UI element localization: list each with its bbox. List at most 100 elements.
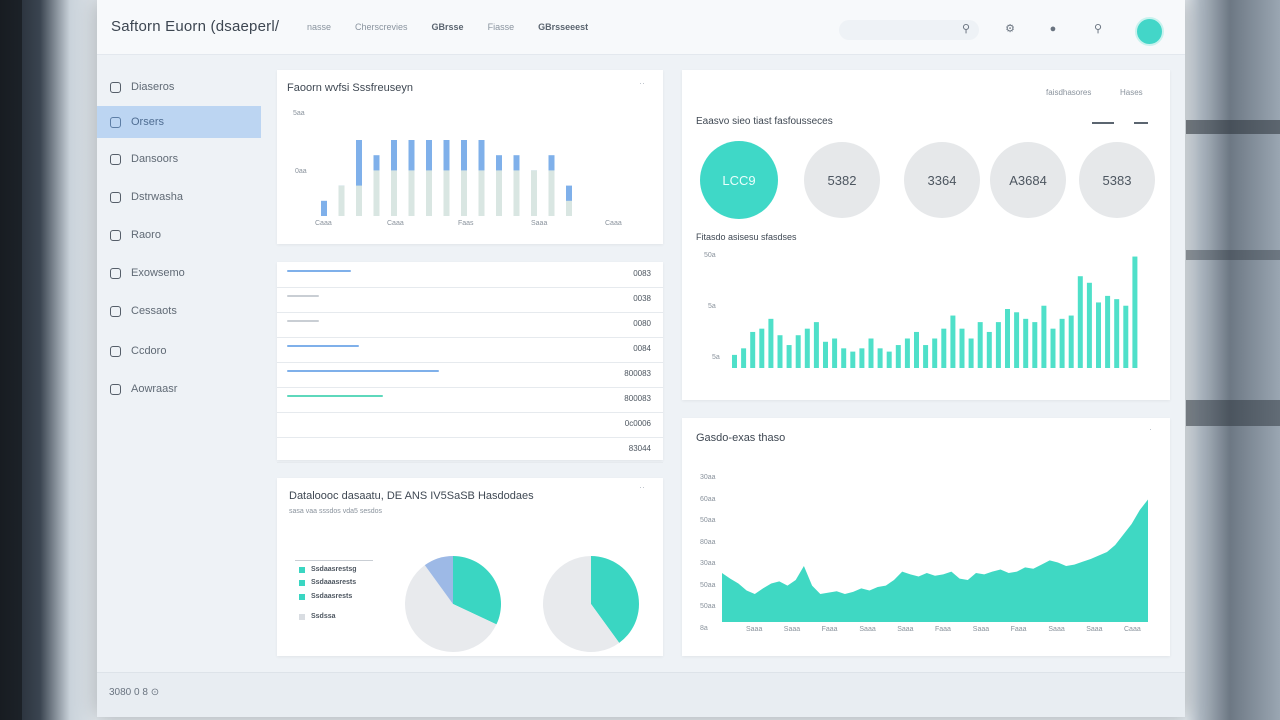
top-nav-item[interactable]: GBrsseeest — [538, 22, 589, 32]
list-item[interactable]: 0084 — [277, 337, 663, 363]
user-icon[interactable]: ● — [1049, 23, 1057, 35]
toggle-bar[interactable] — [1092, 122, 1114, 124]
bar — [566, 200, 572, 216]
x-axis-label: Caaa — [315, 220, 332, 227]
list-card: 0083 0038 0080 0084 800083 800083 0c0006 83044 — [277, 262, 663, 463]
stat-circle[interactable]: A3684 — [990, 142, 1066, 218]
pie-slice — [424, 556, 453, 604]
bar — [832, 338, 838, 368]
top-nav-item[interactable]: nasse — [307, 22, 332, 32]
sidebar-item-ccdoro[interactable]: Ccdoro — [97, 335, 261, 367]
list-item[interactable]: 0080 — [277, 312, 663, 338]
bar — [804, 328, 810, 368]
bar-chart-card: Faoorn wvfsi Sssfreuseyn ·· 5aa 0aa Caaa… — [277, 70, 663, 244]
bar — [886, 351, 892, 368]
menu-icon — [110, 116, 121, 128]
sidebar-item-dansoors[interactable]: Dansoors — [97, 143, 261, 175]
footer: 3080 0 8 ⊙ — [97, 672, 1185, 717]
list-item[interactable]: 0c0006 — [277, 412, 663, 438]
list-item[interactable]: 83044 — [277, 437, 663, 463]
bar — [732, 354, 737, 368]
progress-bar — [287, 320, 319, 322]
menu-icon — [110, 305, 121, 317]
axis-label: 5aa — [293, 110, 305, 117]
sidebar-item-orsers[interactable]: Orsers — [97, 106, 261, 138]
more-icon[interactable]: ·· — [639, 482, 645, 492]
legend-item: Ssdaaasrests — [299, 579, 356, 586]
bar — [995, 322, 1001, 368]
bar — [759, 328, 765, 368]
list-item-value: 0c0006 — [624, 419, 651, 428]
list-item[interactable]: 800083 — [277, 387, 663, 413]
legend-divider — [295, 560, 373, 561]
stat-circle[interactable]: 5383 — [1079, 142, 1155, 218]
settings-icon[interactable]: ⚙ — [1005, 23, 1015, 35]
bar-chart — [321, 140, 572, 216]
dashboard-window: Saftorn Euorn (dsaeperl/ nasse Cherscrev… — [97, 0, 1185, 717]
notification-icon[interactable]: ⚲ — [1093, 23, 1103, 35]
bar — [338, 185, 345, 216]
header-link[interactable]: Hases — [1120, 88, 1143, 97]
bar — [356, 140, 362, 216]
background-blur-bar — [1186, 400, 1280, 426]
list-item-value: 0083 — [633, 269, 651, 278]
bar — [1105, 295, 1111, 368]
legend-item: Ssdaasrests — [299, 593, 352, 600]
sidebar-item-label: Exowsemo — [131, 267, 185, 279]
area-series — [722, 499, 1148, 622]
card-title: Eaasvo sieo tiast fasfousseces — [696, 116, 833, 127]
more-icon[interactable]: ·· — [639, 78, 645, 88]
sidebar-item-raoro[interactable]: Raoro — [97, 219, 261, 251]
background-blur-left — [0, 0, 22, 720]
bar — [932, 338, 938, 368]
y-axis-label: 30aa — [700, 474, 716, 481]
list-item[interactable]: 800083 — [277, 362, 663, 388]
progress-bar — [287, 270, 351, 272]
card-subtitle: Fitasdo asisesu sfasdses — [696, 232, 797, 242]
card-title: Faoorn wvfsi Sssfreuseyn — [287, 82, 413, 94]
card-subtitle: sasa vaa sssdos vda5 sesdos — [289, 508, 382, 515]
list-item[interactable]: 0083 — [277, 262, 663, 288]
axis-label: 50a — [704, 252, 716, 259]
stat-circle[interactable]: 5382 — [804, 142, 880, 218]
sidebar-item-aowraasr[interactable]: Aowraasr — [97, 373, 261, 405]
sidebar-item-label: Orsers — [131, 116, 164, 128]
sidebar-item-exowsemo[interactable]: Exowsemo — [97, 257, 261, 289]
bar — [795, 335, 801, 368]
menu-icon — [110, 229, 121, 241]
bar-chart — [732, 256, 1138, 368]
y-axis-label: 60aa — [700, 495, 716, 503]
bar — [461, 170, 467, 216]
legend-swatch — [299, 579, 305, 586]
legend-item: Ssdaasrestsg — [299, 566, 357, 573]
top-nav-item[interactable]: Fiasse — [487, 22, 515, 32]
list-item-value: 800083 — [624, 369, 651, 378]
x-axis-label: Saaa — [783, 626, 801, 633]
bar — [1014, 312, 1020, 368]
more-icon[interactable]: · — [1149, 424, 1152, 434]
header-link[interactable]: faisdhasores — [1046, 88, 1092, 97]
bar — [1059, 318, 1065, 368]
card-title: Dataloooc dasaatu, DE ANS IV5SaSB Hasdod… — [289, 490, 534, 502]
sidebar-item-dstrwasha[interactable]: Dstrwasha — [97, 181, 261, 213]
sidebar-item-diaseros[interactable]: Diaseros — [97, 71, 261, 103]
legend-swatch — [299, 613, 305, 620]
progress-bar — [287, 345, 359, 347]
toggle-bar[interactable] — [1134, 122, 1148, 124]
sidebar-item-label: Ccdoro — [131, 345, 167, 357]
x-axis-label: Saaa — [531, 220, 548, 227]
bar — [823, 341, 828, 368]
area-chart-card: Gasdo-exas thaso · 30aa 60aa 50aa 80aa 30aa 5… — [682, 418, 1170, 656]
avatar[interactable] — [1135, 17, 1164, 46]
stat-circle-highlight[interactable]: LCC9 — [700, 141, 778, 219]
sidebar-item-cessaots[interactable]: Cessaots — [97, 295, 261, 327]
bar — [391, 170, 397, 216]
top-nav-item[interactable]: GBrsse — [431, 22, 464, 32]
bar — [408, 170, 415, 216]
bar — [786, 345, 792, 368]
top-nav-item[interactable]: Cherscrevies — [355, 22, 408, 32]
search-icon[interactable]: ⚲ — [961, 23, 971, 35]
search-input[interactable] — [839, 20, 979, 40]
stat-circle[interactable]: 3364 — [904, 142, 980, 218]
list-item[interactable]: 0038 — [277, 287, 663, 313]
